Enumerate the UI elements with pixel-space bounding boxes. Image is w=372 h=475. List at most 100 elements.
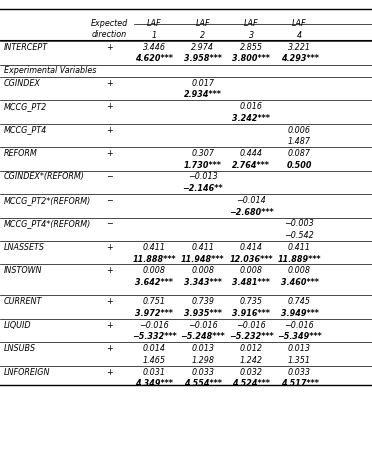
Text: 0.411: 0.411: [143, 243, 166, 252]
Text: 2.974: 2.974: [191, 43, 214, 52]
Text: 0.008: 0.008: [143, 266, 166, 276]
Text: 0.745: 0.745: [288, 297, 311, 306]
Text: −2.680***: −2.680***: [229, 208, 273, 217]
Text: +: +: [106, 266, 113, 276]
Text: −0.016: −0.016: [140, 321, 169, 330]
Text: −2.146**: −2.146**: [183, 184, 223, 193]
Text: 1.487: 1.487: [288, 137, 311, 146]
Text: 3.972***: 3.972***: [135, 309, 173, 318]
Text: 0.008: 0.008: [288, 266, 311, 276]
Text: 3.800***: 3.800***: [232, 55, 270, 64]
Text: 1.351: 1.351: [288, 356, 311, 365]
Text: 11.888***: 11.888***: [133, 255, 176, 264]
Text: Experimental Variables: Experimental Variables: [4, 66, 96, 75]
Text: +: +: [106, 125, 113, 134]
Text: 0.739: 0.739: [191, 297, 214, 306]
Text: 4.293***: 4.293***: [280, 55, 318, 64]
Text: 0.008: 0.008: [240, 266, 263, 276]
Text: −: −: [106, 219, 113, 228]
Text: 3: 3: [248, 31, 254, 40]
Text: 3.343***: 3.343***: [184, 278, 222, 287]
Text: +: +: [106, 43, 113, 52]
Text: 0.087: 0.087: [288, 149, 311, 158]
Text: 4.620***: 4.620***: [135, 55, 173, 64]
Text: 1: 1: [152, 31, 157, 40]
Text: 0.307: 0.307: [191, 149, 214, 158]
Text: Expected: Expected: [91, 19, 128, 28]
Text: INTERCEPT: INTERCEPT: [4, 43, 48, 52]
Text: REFORM: REFORM: [4, 149, 38, 158]
Text: 0.444: 0.444: [240, 149, 263, 158]
Text: 4.349***: 4.349***: [135, 380, 173, 388]
Text: 0.751: 0.751: [143, 297, 166, 306]
Text: 3.935***: 3.935***: [184, 309, 222, 318]
Text: 12.036***: 12.036***: [230, 255, 273, 264]
Text: 0.411: 0.411: [191, 243, 214, 252]
Text: +: +: [106, 149, 113, 158]
Text: 0.013: 0.013: [288, 344, 311, 353]
Text: MCCG_PT2*(REFORM): MCCG_PT2*(REFORM): [4, 196, 91, 205]
Text: −0.013: −0.013: [188, 172, 218, 181]
Text: +: +: [106, 344, 113, 353]
Text: 1.242: 1.242: [240, 356, 263, 365]
Text: LAF: LAF: [244, 19, 259, 28]
Text: 2.764***: 2.764***: [232, 161, 270, 170]
Text: +: +: [106, 297, 113, 306]
Text: 0.016: 0.016: [240, 102, 263, 111]
Text: LIQUID: LIQUID: [4, 321, 31, 330]
Text: 3.460***: 3.460***: [280, 278, 318, 287]
Text: MCCG_PT4*(REFORM): MCCG_PT4*(REFORM): [4, 219, 91, 228]
Text: 0.017: 0.017: [191, 78, 214, 87]
Text: MCCG_PT2: MCCG_PT2: [4, 102, 47, 111]
Text: −0.003: −0.003: [285, 219, 314, 228]
Text: 0.008: 0.008: [191, 266, 214, 276]
Text: −0.016: −0.016: [285, 321, 314, 330]
Text: +: +: [106, 321, 113, 330]
Text: 3.221: 3.221: [288, 43, 311, 52]
Text: 11.889***: 11.889***: [278, 255, 321, 264]
Text: LAF: LAF: [195, 19, 210, 28]
Text: 2.934***: 2.934***: [184, 90, 222, 99]
Text: INSTOWN: INSTOWN: [4, 266, 42, 276]
Text: LNASSETS: LNASSETS: [4, 243, 45, 252]
Text: −5.248***: −5.248***: [180, 332, 225, 342]
Text: +: +: [106, 78, 113, 87]
Text: 2.855: 2.855: [240, 43, 263, 52]
Text: 3.916***: 3.916***: [232, 309, 270, 318]
Text: +: +: [106, 243, 113, 252]
Text: 4.517***: 4.517***: [280, 380, 318, 388]
Text: 0.411: 0.411: [288, 243, 311, 252]
Text: CGINDEX*(REFORM): CGINDEX*(REFORM): [4, 172, 84, 181]
Text: 0.014: 0.014: [143, 344, 166, 353]
Text: 0.012: 0.012: [240, 344, 263, 353]
Text: 4.524***: 4.524***: [232, 380, 270, 388]
Text: 0.006: 0.006: [288, 125, 311, 134]
Text: 3.958***: 3.958***: [184, 55, 222, 64]
Text: −: −: [106, 172, 113, 181]
Text: 0.735: 0.735: [240, 297, 263, 306]
Text: −0.542: −0.542: [285, 231, 314, 240]
Text: 4: 4: [297, 31, 302, 40]
Text: +: +: [106, 102, 113, 111]
Text: 0.031: 0.031: [143, 368, 166, 377]
Text: −0.016: −0.016: [188, 321, 218, 330]
Text: −0.016: −0.016: [236, 321, 266, 330]
Text: 0.414: 0.414: [240, 243, 263, 252]
Text: 11.948***: 11.948***: [181, 255, 224, 264]
Text: LNFOREIGN: LNFOREIGN: [4, 368, 50, 377]
Text: CGINDEX: CGINDEX: [4, 78, 41, 87]
Text: 2: 2: [200, 31, 205, 40]
Text: LNSUBS: LNSUBS: [4, 344, 36, 353]
Text: −5.232***: −5.232***: [229, 332, 273, 342]
Text: CURRENT: CURRENT: [4, 297, 42, 306]
Text: direction: direction: [92, 30, 127, 39]
Text: 0.500: 0.500: [287, 161, 312, 170]
Text: MCCG_PT4: MCCG_PT4: [4, 125, 47, 134]
Text: 3.446: 3.446: [143, 43, 166, 52]
Text: −5.349***: −5.349***: [277, 332, 322, 342]
Text: 3.481***: 3.481***: [232, 278, 270, 287]
Text: −5.332***: −5.332***: [132, 332, 177, 342]
Text: 4.554***: 4.554***: [184, 380, 222, 388]
Text: 1.730***: 1.730***: [184, 161, 222, 170]
Text: 0.032: 0.032: [240, 368, 263, 377]
